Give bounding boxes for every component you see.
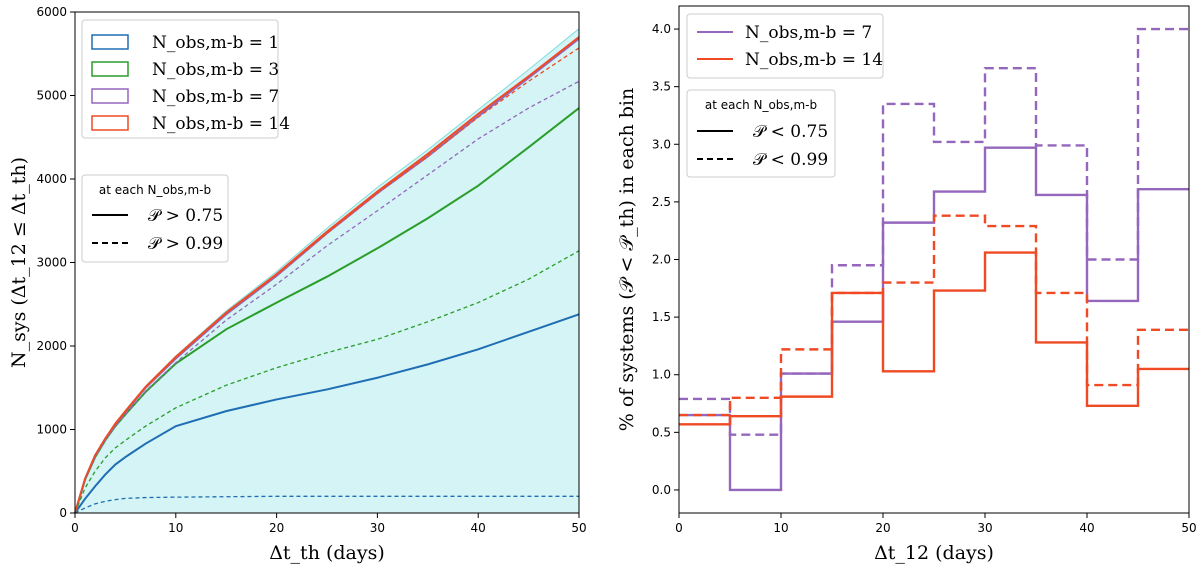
y-tick-label: 4000: [36, 172, 67, 186]
y-tick-label: 0.5: [652, 425, 671, 439]
legend-label: N_obs,m-b = 1: [152, 33, 279, 53]
x-tick-label: 10: [773, 521, 788, 535]
style-legend-title: at each N_obs,m-b: [99, 183, 211, 197]
legend-label: 𝒫 < 0.75: [753, 122, 828, 142]
y-tick-label: 3.5: [652, 80, 671, 94]
legend-label: N_obs,m-b = 14: [745, 50, 883, 70]
legend-label: 𝒫 > 0.75: [148, 206, 223, 226]
shaded-area: [75, 28, 579, 513]
step-series-3: [679, 214, 1189, 417]
y-tick-label: 3000: [36, 256, 67, 270]
y-axis-label: % of systems (𝒫 < 𝒫_th) in each bin: [616, 88, 638, 431]
series-line-4: [74, 495, 579, 514]
style-legend: at each N_obs,m-b 𝒫 < 0.75 𝒫 < 0.99: [686, 89, 836, 178]
x-axis-label: Δt_th (days): [269, 542, 385, 564]
step-series-0: [679, 146, 1189, 492]
legend-label: 𝒫 > 0.99: [148, 234, 223, 254]
step-series-2: [679, 251, 1189, 426]
y-tick-label: 0.0: [652, 483, 671, 497]
y-tick-label: 1000: [36, 423, 67, 437]
x-tick-label: 30: [370, 521, 385, 535]
y-tick-label: 0: [59, 506, 67, 520]
y-axis-label: N_sys (Δt_12 ≤ Δt_th): [8, 157, 30, 368]
color-legend-box: [81, 19, 279, 139]
y-tick-label: 3.0: [652, 137, 671, 151]
plot-frame: [678, 5, 1190, 514]
legend-label: N_obs,m-b = 14: [152, 114, 290, 134]
legend-label: N_obs,m-b = 7: [745, 23, 872, 43]
legend-label: N_obs,m-b = 7: [152, 87, 279, 107]
style-legend-box: [81, 174, 229, 263]
x-tick-label: 0: [675, 521, 683, 535]
color-legend: N_obs,m-b = 1 N_obs,m-b = 3 N_obs,m-b = 7 N…: [81, 19, 290, 139]
series-line-5: [74, 250, 580, 514]
x-tick-label: 50: [1181, 521, 1196, 535]
style-legend-title: at each N_obs,m-b: [705, 98, 817, 112]
x-tick-label: 0: [71, 521, 79, 535]
legend-swatch: [91, 61, 129, 77]
y-tick-label: 1.5: [652, 310, 671, 324]
y-tick-label: 5000: [36, 89, 67, 103]
color-legend: N_obs,m-b = 7 N_obs,m-b = 14: [686, 13, 884, 79]
plot-frame: [74, 11, 580, 514]
x-tick-label: 40: [1079, 521, 1094, 535]
legend-label: N_obs,m-b = 3: [152, 60, 279, 80]
legend-swatch: [91, 34, 129, 50]
legend-swatch: [91, 115, 129, 131]
x-tick-label: 20: [269, 521, 284, 535]
series-line-0: [74, 313, 580, 514]
x-tick-label: 30: [977, 521, 992, 535]
y-tick-label: 2.0: [652, 253, 671, 267]
style-legend-box: [686, 89, 836, 178]
style-legend: at each N_obs,m-b 𝒫 > 0.75 𝒫 > 0.99: [81, 174, 229, 263]
y-tick-label: 2.5: [652, 195, 671, 209]
y-tick-label: 1.0: [652, 368, 671, 382]
y-tick-label: 6000: [36, 5, 67, 19]
series-line-7: [74, 47, 580, 514]
legend-swatch: [91, 88, 129, 104]
legend-label: 𝒫 < 0.99: [753, 150, 828, 170]
series-line-6: [74, 80, 580, 514]
x-axis-label: Δt_12 (days): [874, 542, 994, 564]
x-tick-label: 40: [471, 521, 486, 535]
step-series-1: [679, 27, 1189, 436]
y-tick-label: 4.0: [652, 22, 671, 36]
x-tick-label: 50: [571, 521, 586, 535]
x-tick-label: 10: [168, 521, 183, 535]
x-tick-label: 20: [875, 521, 890, 535]
y-tick-label: 2000: [36, 339, 67, 353]
color-legend-box: [686, 13, 884, 79]
